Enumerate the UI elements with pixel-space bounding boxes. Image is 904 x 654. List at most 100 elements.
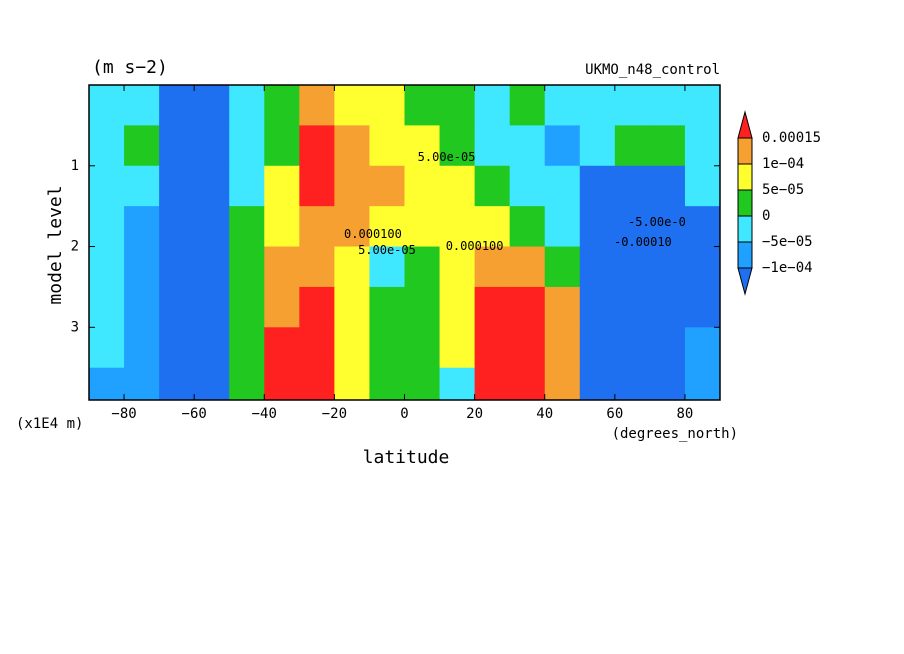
field-cell: [579, 85, 616, 126]
field-cell: [509, 246, 546, 288]
field-cell: [404, 327, 441, 369]
field-cell: [334, 286, 370, 328]
field-cell: [369, 246, 405, 288]
x-axis-label: latitude: [363, 447, 450, 468]
field-cell: [684, 246, 720, 288]
field-cell: [334, 206, 370, 248]
field-cell: [89, 125, 125, 167]
field-cell: [544, 327, 581, 369]
field-cell: [509, 165, 546, 207]
x-tick-label: 0: [400, 406, 408, 422]
field-cell: [579, 286, 616, 328]
field-cell: [124, 327, 160, 369]
x-tick-label: 80: [677, 406, 694, 422]
field-cell: [264, 246, 300, 288]
field-cell: [334, 85, 370, 126]
field-cell: [229, 85, 265, 126]
field-cell: [684, 327, 720, 369]
field-cell: [649, 165, 686, 207]
colorbar-label: −1e−04: [762, 260, 813, 276]
colorbar-arrow: [737, 267, 753, 296]
field-cell: [229, 206, 265, 248]
colorbar-label: 0.00015: [762, 130, 821, 146]
colorbar-box: [737, 189, 753, 217]
field-cell: [334, 327, 370, 369]
colorbar-box: [737, 241, 753, 269]
units-title: (m s−2): [92, 57, 168, 78]
contour-label: 5.00e-05: [358, 243, 416, 257]
field-cell: [404, 206, 441, 248]
colorbar-box: [737, 215, 753, 243]
field-cell: [369, 85, 405, 126]
x-tick-label: −40: [252, 406, 277, 422]
colorbar-label: 1e−04: [762, 156, 804, 172]
field-cell: [264, 125, 300, 167]
field-cell: [299, 327, 335, 369]
field-cell: [194, 327, 230, 369]
colorbar-label: 5e−05: [762, 182, 804, 198]
field-cell: [264, 165, 300, 207]
field-cell: [579, 165, 616, 207]
field-cell: [159, 125, 195, 167]
field-cell: [159, 85, 195, 126]
field-cell: [124, 286, 160, 328]
field-cell: [614, 165, 651, 207]
field-cell: [89, 85, 125, 126]
field-cell: [649, 246, 686, 288]
field-cell: [439, 367, 476, 400]
field-cell: [159, 206, 195, 248]
x-tick-label: 60: [606, 406, 623, 422]
field-cell: [159, 246, 195, 288]
colorbar-box: [737, 137, 753, 165]
field-cell: [124, 85, 160, 126]
colorbar-box: [737, 163, 753, 191]
field-cell: [299, 165, 335, 207]
field-cell: [124, 206, 160, 248]
field-cell: [369, 125, 405, 167]
field-cell: [509, 327, 546, 369]
field-cell: [474, 367, 511, 400]
field-cell: [649, 367, 686, 400]
field-cell: [579, 367, 616, 400]
field-cell: [684, 125, 720, 167]
field-cell: [544, 125, 581, 167]
field-cell: [439, 286, 476, 328]
field-cell: [194, 367, 230, 400]
y-tick-label: 3: [71, 319, 79, 335]
x-tick-label: −20: [322, 406, 347, 422]
field-cell: [614, 125, 651, 167]
field-cell: [544, 246, 581, 288]
field-cell: [509, 125, 546, 167]
field-cell: [334, 367, 370, 400]
field-cell: [614, 367, 651, 400]
field-cell: [159, 286, 195, 328]
y-tick-label: 1: [71, 158, 79, 174]
field-cell: [369, 367, 405, 400]
x-tick-label: −80: [111, 406, 136, 422]
field-cell: [544, 286, 581, 328]
field-cell: [614, 246, 651, 288]
field-cell: [299, 206, 335, 248]
field-cell: [159, 327, 195, 369]
x-axis-units: (degrees_north): [612, 426, 738, 442]
field-cell: [194, 286, 230, 328]
field-cell: [124, 367, 160, 400]
field-cell: [334, 165, 370, 207]
field-cell: [439, 165, 476, 207]
field-cell: [299, 246, 335, 288]
field-cell: [89, 286, 125, 328]
field-cell: [684, 206, 720, 248]
field-cell: [404, 165, 441, 207]
field-cell: [124, 165, 160, 207]
field-cell: [89, 246, 125, 288]
field-cell: [229, 165, 265, 207]
field-cell: [544, 165, 581, 207]
field-cell: [544, 85, 581, 126]
field-cell: [404, 367, 441, 400]
field-cell: [614, 206, 651, 248]
field-cell: [264, 327, 300, 369]
field-cell: [229, 286, 265, 328]
field-cell: [439, 246, 476, 288]
field-cell: [334, 125, 370, 167]
field-cell: [264, 206, 300, 248]
